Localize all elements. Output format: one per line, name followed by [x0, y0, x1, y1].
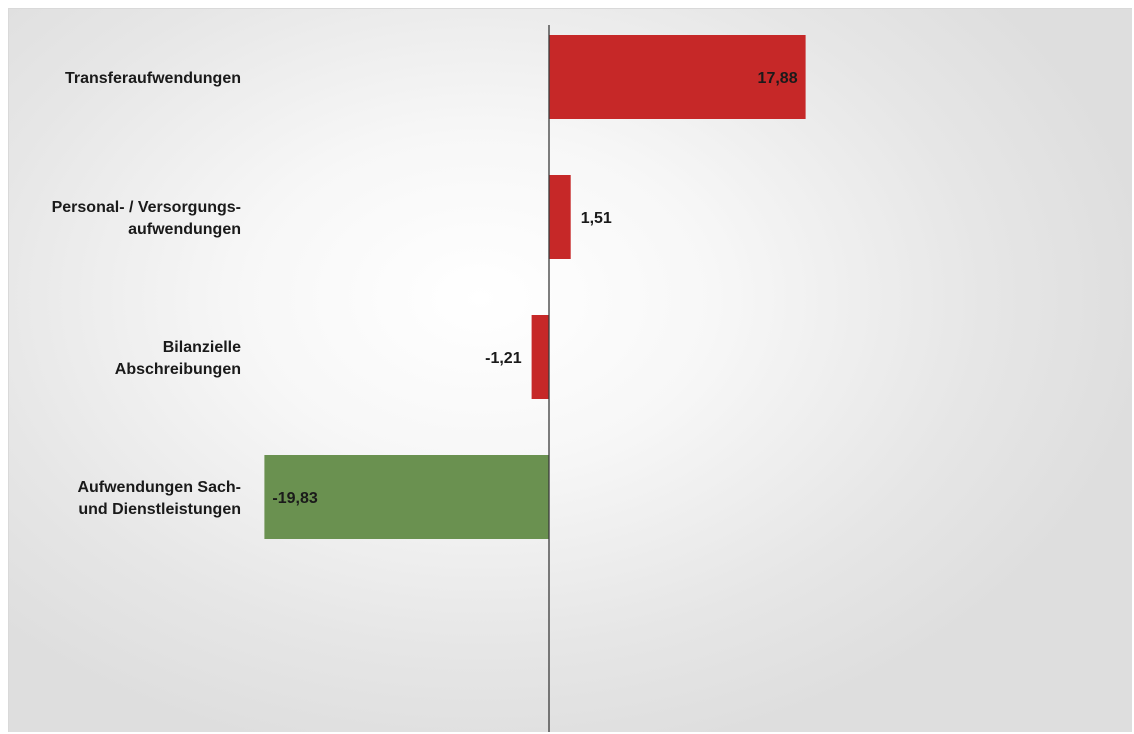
bar-3 [264, 455, 549, 539]
bar-chart: Transferaufwendungen 17,88 Personal- / Ver… [52, 25, 806, 732]
bar-1 [549, 175, 571, 259]
chart-area: Transferaufwendungen 17,88 Personal- / Ver… [8, 8, 1132, 732]
data-label-1: 1,51 [581, 210, 612, 227]
category-label-0: Transferaufwendungen [65, 70, 241, 87]
bar-0 [549, 35, 806, 119]
data-label-3: -19,83 [272, 490, 317, 507]
category-label-3: Aufwendungen Sach-und Dienstleistungen [77, 479, 241, 518]
data-label-0: 17,88 [758, 70, 798, 87]
bar-2 [531, 315, 549, 399]
category-label-1: Personal- / Versorgungs-aufwendungen [52, 199, 241, 238]
category-label-2: Bilanzielle Abschreibungen [115, 339, 241, 378]
data-label-2: -1,21 [485, 350, 522, 367]
